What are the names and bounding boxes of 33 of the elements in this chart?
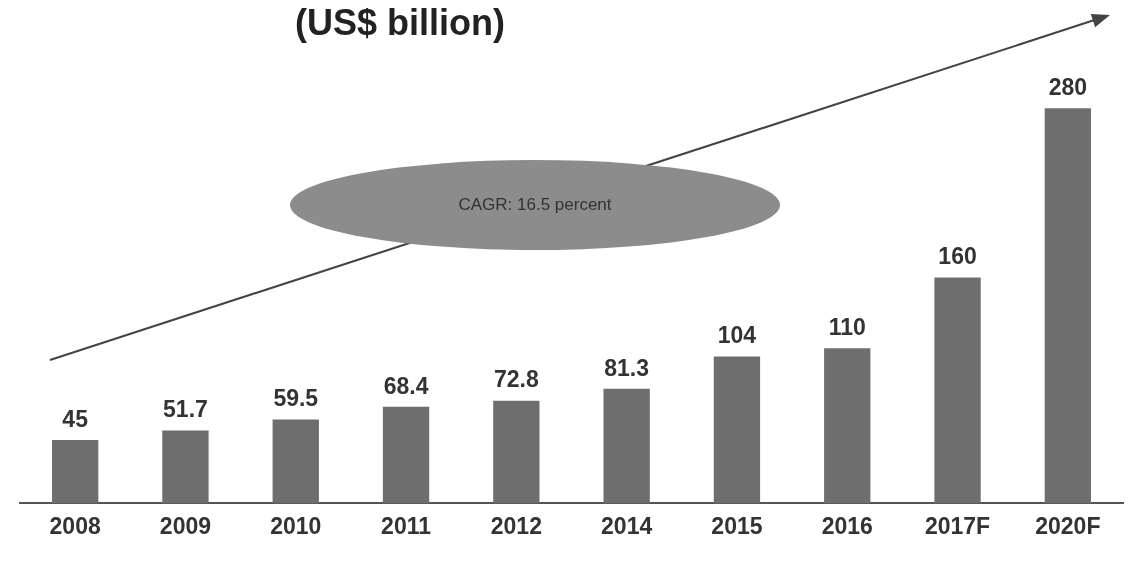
data-label: 81.3 <box>604 354 650 381</box>
x-tick-label: 2014 <box>601 512 653 539</box>
ellipse: CAGR: 16.5 percent <box>290 160 780 250</box>
bar <box>382 406 430 504</box>
x-tick-label: 2015 <box>711 512 763 539</box>
x-tick-label: 2012 <box>490 512 542 539</box>
bar <box>51 439 99 504</box>
data-label: 51.7 <box>163 396 208 423</box>
data-label: 68.4 <box>383 372 429 399</box>
x-tick-label: 2011 <box>381 512 432 539</box>
bar <box>824 348 871 504</box>
x-tick-label: 2017F <box>924 512 991 539</box>
x-tick-label: 2009 <box>159 512 212 539</box>
x-tick-label: 2016 <box>821 512 873 539</box>
bar <box>162 430 209 504</box>
bar <box>493 400 540 504</box>
data-label: 59.5 <box>273 385 319 412</box>
bar <box>1044 108 1092 504</box>
annotation: CAGR: 16.5 percent <box>458 195 612 215</box>
data-label: 104 <box>717 322 757 349</box>
x-tick-label: 2020F <box>1035 512 1101 539</box>
data-label: 160 <box>938 243 977 270</box>
data-label: 72.8 <box>493 366 539 393</box>
bar <box>934 277 981 504</box>
x-tick-label: 2010 <box>270 512 322 539</box>
bar <box>272 419 319 504</box>
chart-title: (US$ billion) <box>294 2 506 44</box>
bar <box>713 356 761 504</box>
data-label: 45 <box>62 405 89 432</box>
x-tick-label: 2008 <box>49 512 101 539</box>
data-label: 110 <box>828 314 866 340</box>
data-label: 280 <box>1048 74 1088 101</box>
bar <box>603 388 650 504</box>
